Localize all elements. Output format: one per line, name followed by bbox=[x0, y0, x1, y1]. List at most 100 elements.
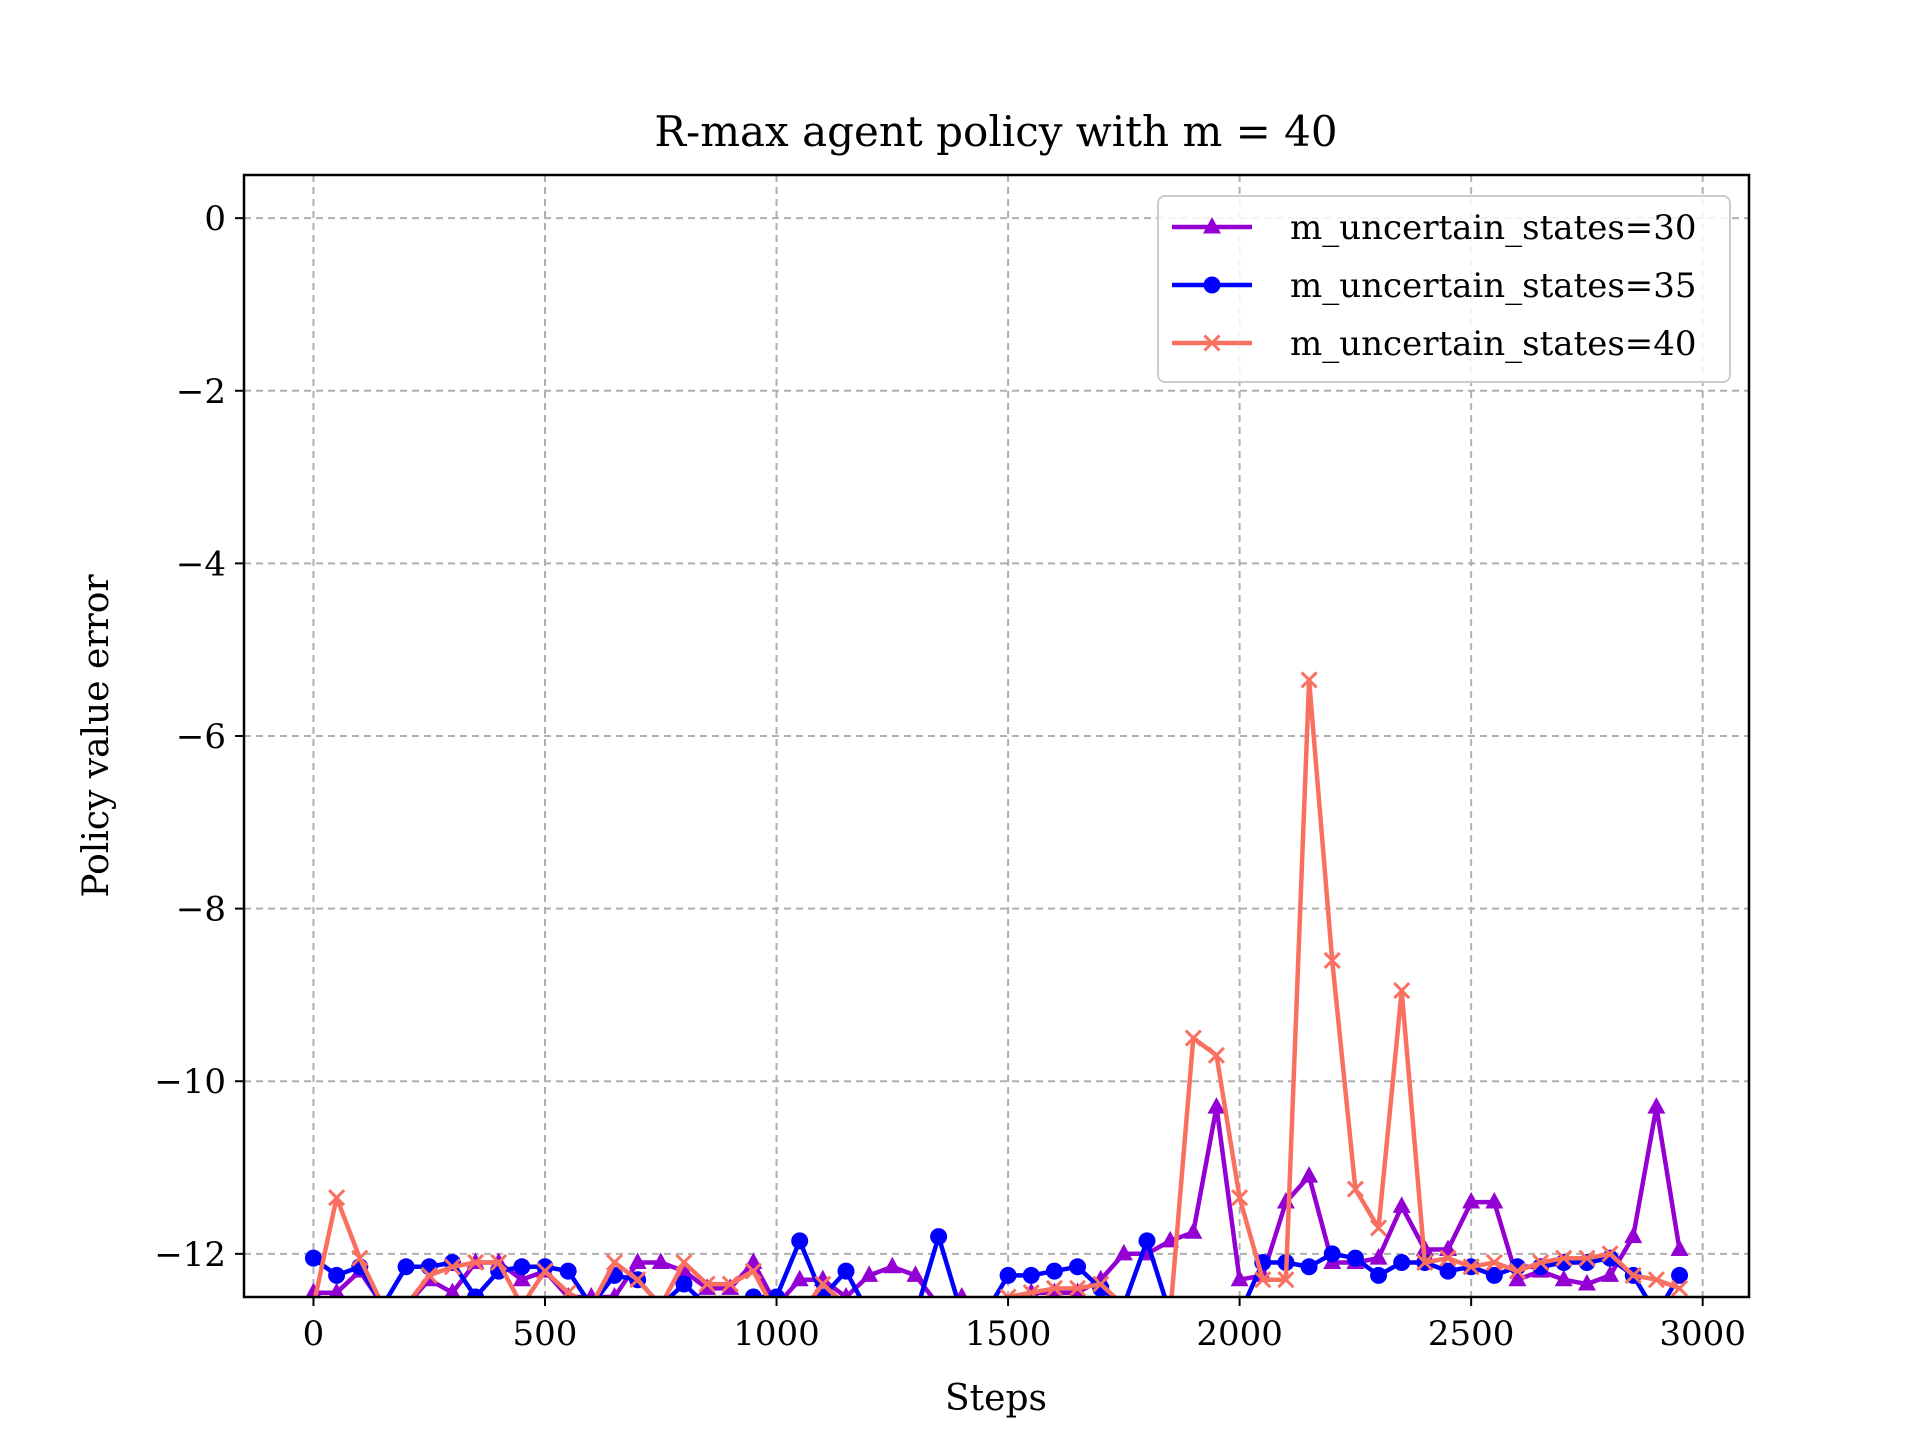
data-point bbox=[1578, 1249, 1596, 1267]
data-point bbox=[1300, 671, 1318, 689]
legend-marker bbox=[1203, 334, 1221, 352]
data-point bbox=[559, 1262, 577, 1280]
data-point bbox=[860, 1265, 879, 1282]
data-point bbox=[1393, 982, 1411, 1000]
data-point bbox=[1508, 1269, 1527, 1287]
data-point bbox=[840, 1287, 852, 1297]
data-point bbox=[1346, 1249, 1364, 1267]
data-point bbox=[1346, 1180, 1364, 1198]
data-point bbox=[1022, 1284, 1040, 1297]
legend: m_uncertain_states=30 m_uncertain_states=… bbox=[1157, 195, 1731, 383]
data-point bbox=[628, 1252, 647, 1269]
legend-label: m_uncertain_states=30 bbox=[1290, 208, 1697, 248]
legend-marker bbox=[1203, 217, 1221, 234]
data-point bbox=[444, 1282, 461, 1297]
data-point bbox=[1624, 1226, 1643, 1244]
data-point bbox=[304, 1249, 322, 1267]
data-point bbox=[675, 1275, 693, 1293]
data-point bbox=[1485, 1266, 1503, 1284]
data-point bbox=[1555, 1249, 1573, 1267]
data-point bbox=[536, 1258, 554, 1276]
data-point bbox=[1508, 1262, 1527, 1280]
series-group bbox=[304, 671, 1689, 1297]
x-tick-label: 0 bbox=[303, 1314, 325, 1354]
y-tick-label: −6 bbox=[176, 717, 226, 757]
x-tick-label: 2000 bbox=[1196, 1314, 1283, 1354]
data-point bbox=[651, 1252, 670, 1269]
data-point bbox=[1532, 1253, 1550, 1272]
data-point bbox=[744, 1288, 762, 1297]
data-point bbox=[1184, 1222, 1203, 1239]
data-point bbox=[443, 1258, 461, 1276]
data-point bbox=[956, 1287, 968, 1297]
data-point bbox=[1022, 1266, 1040, 1284]
data-point bbox=[1462, 1258, 1480, 1276]
data-point bbox=[1624, 1266, 1642, 1284]
data-point bbox=[1369, 1248, 1388, 1265]
x-axis-label: Steps bbox=[945, 1378, 1047, 1419]
y-axis-label: Policy value error bbox=[76, 574, 117, 898]
data-point bbox=[1647, 1097, 1666, 1114]
data-point bbox=[1207, 1046, 1226, 1064]
data-point bbox=[675, 1253, 693, 1272]
data-point bbox=[791, 1232, 809, 1250]
y-tick-label: −12 bbox=[154, 1235, 226, 1275]
data-point bbox=[1069, 1258, 1087, 1276]
data-point bbox=[698, 1278, 717, 1295]
axis-ticks: 0 500 1000 1500 2000 2500 3000 0 −2 −4 −6 −8 −10 −12 bbox=[154, 199, 1746, 1354]
data-point bbox=[629, 1271, 647, 1289]
chart-title: R-max agent policy with m = 40 bbox=[654, 107, 1337, 156]
data-point bbox=[1045, 1262, 1063, 1280]
data-point bbox=[328, 1266, 346, 1284]
legend-item: m_uncertain_states=35 bbox=[1172, 266, 1697, 306]
data-point bbox=[999, 1288, 1017, 1297]
data-point bbox=[883, 1256, 902, 1274]
x-tick-label: 500 bbox=[513, 1314, 578, 1354]
data-point bbox=[744, 1262, 762, 1280]
data-point bbox=[1323, 1245, 1341, 1263]
data-point bbox=[467, 1288, 485, 1297]
data-point bbox=[490, 1253, 508, 1272]
data-point bbox=[1462, 1192, 1481, 1209]
data-point bbox=[605, 1253, 624, 1272]
data-point bbox=[1392, 1196, 1411, 1213]
y-tick-label: −4 bbox=[176, 544, 226, 584]
y-tick-label: −8 bbox=[176, 890, 226, 930]
data-point bbox=[930, 1228, 948, 1246]
y-tick-label: −2 bbox=[176, 372, 226, 412]
data-point bbox=[768, 1288, 786, 1297]
data-point bbox=[512, 1269, 531, 1287]
data-point bbox=[1416, 1253, 1434, 1272]
data-point bbox=[536, 1262, 554, 1280]
data-point bbox=[351, 1249, 369, 1267]
data-point bbox=[1439, 1249, 1457, 1267]
data-point bbox=[1092, 1275, 1110, 1293]
data-point bbox=[999, 1266, 1017, 1284]
data-point bbox=[1601, 1265, 1620, 1282]
data-point bbox=[1045, 1279, 1063, 1297]
data-point bbox=[420, 1266, 438, 1284]
data-point bbox=[837, 1262, 855, 1280]
data-point bbox=[1277, 1271, 1295, 1289]
data-point bbox=[1485, 1253, 1503, 1272]
x-tick-label: 2500 bbox=[1428, 1314, 1515, 1354]
data-point bbox=[1671, 1266, 1689, 1284]
data-point bbox=[1485, 1192, 1504, 1209]
data-point bbox=[1670, 1279, 1689, 1297]
legend-label: m_uncertain_states=35 bbox=[1290, 266, 1697, 306]
data-point bbox=[1393, 1253, 1411, 1271]
data-point bbox=[721, 1275, 739, 1293]
data-point bbox=[1670, 1239, 1689, 1257]
data-point bbox=[1601, 1245, 1619, 1263]
data-point bbox=[1370, 1266, 1388, 1284]
data-point bbox=[1577, 1274, 1596, 1291]
data-point bbox=[906, 1265, 925, 1282]
legend-marker bbox=[1203, 276, 1221, 294]
data-point bbox=[1114, 1243, 1133, 1261]
legend-item: m_uncertain_states=40 bbox=[1172, 324, 1697, 364]
data-point bbox=[1231, 1189, 1249, 1207]
data-point bbox=[1184, 1029, 1202, 1047]
y-tick-label: 0 bbox=[204, 199, 226, 239]
